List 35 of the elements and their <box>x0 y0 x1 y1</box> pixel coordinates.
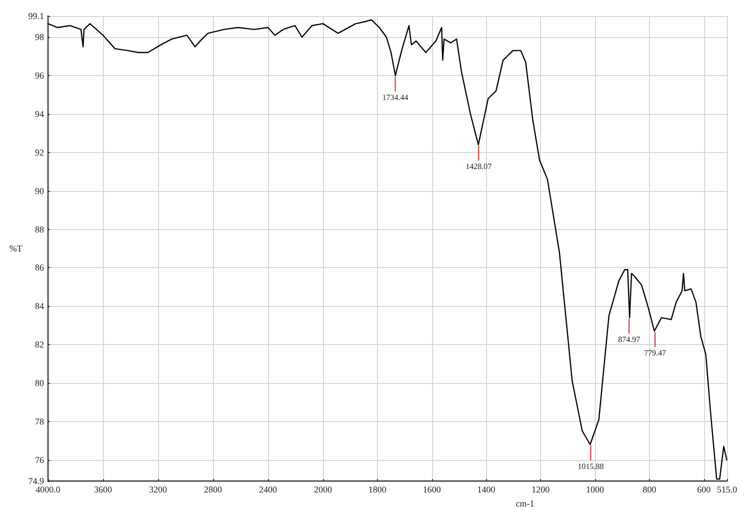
annotation: 1015.88 <box>578 462 604 471</box>
x-tick-label: 1200 <box>532 484 550 494</box>
x-tick-label: 2800 <box>204 484 222 494</box>
y-tick-label: 92 <box>35 147 44 158</box>
y-tick-label: 88 <box>35 224 44 234</box>
y-tick-label: 74.9 <box>28 476 44 486</box>
x-tick-label: 1000 <box>586 484 605 494</box>
x-tick-label: 4000.0 <box>36 484 61 494</box>
y-tick-label: 90 <box>35 186 44 196</box>
x-tick-label: 2400 <box>259 484 278 494</box>
x-tick-label: 600 <box>697 484 712 494</box>
y-tick-label: 98 <box>35 32 44 42</box>
x-tick-label: 1600 <box>422 484 442 494</box>
x-tick-label: 3600 <box>94 484 112 494</box>
y-tick-label: 80 <box>35 378 44 388</box>
x-tick-label: 3200 <box>149 484 168 494</box>
x-tick-label: 1800 <box>368 484 387 494</box>
x-tick-label: 2000 <box>314 484 332 494</box>
y-tick-label: 96 <box>35 70 44 81</box>
annotation: 1428.07 <box>466 162 492 172</box>
y-tick-label: 76 <box>35 454 44 465</box>
y-tick-label: 86 <box>35 262 44 273</box>
y-tick-label: 82 <box>35 340 44 350</box>
x-tick-label: 515.0 <box>716 484 738 494</box>
annotation: 779.47 <box>644 348 666 358</box>
annotation: 1734.44 <box>382 93 408 102</box>
y-tick-label: 84 <box>35 301 44 312</box>
y-axis-title: %T <box>9 244 23 254</box>
y-tick-label: 99.1 <box>28 11 44 21</box>
x-axis-title: cm-1 <box>516 498 534 508</box>
y-tick-label: 94 <box>35 108 44 119</box>
y-tick-label: 78 <box>35 416 44 426</box>
x-tick-label: 800 <box>642 484 657 494</box>
x-tick-label: 1400 <box>477 484 496 494</box>
annotation: 874.97 <box>618 335 640 344</box>
